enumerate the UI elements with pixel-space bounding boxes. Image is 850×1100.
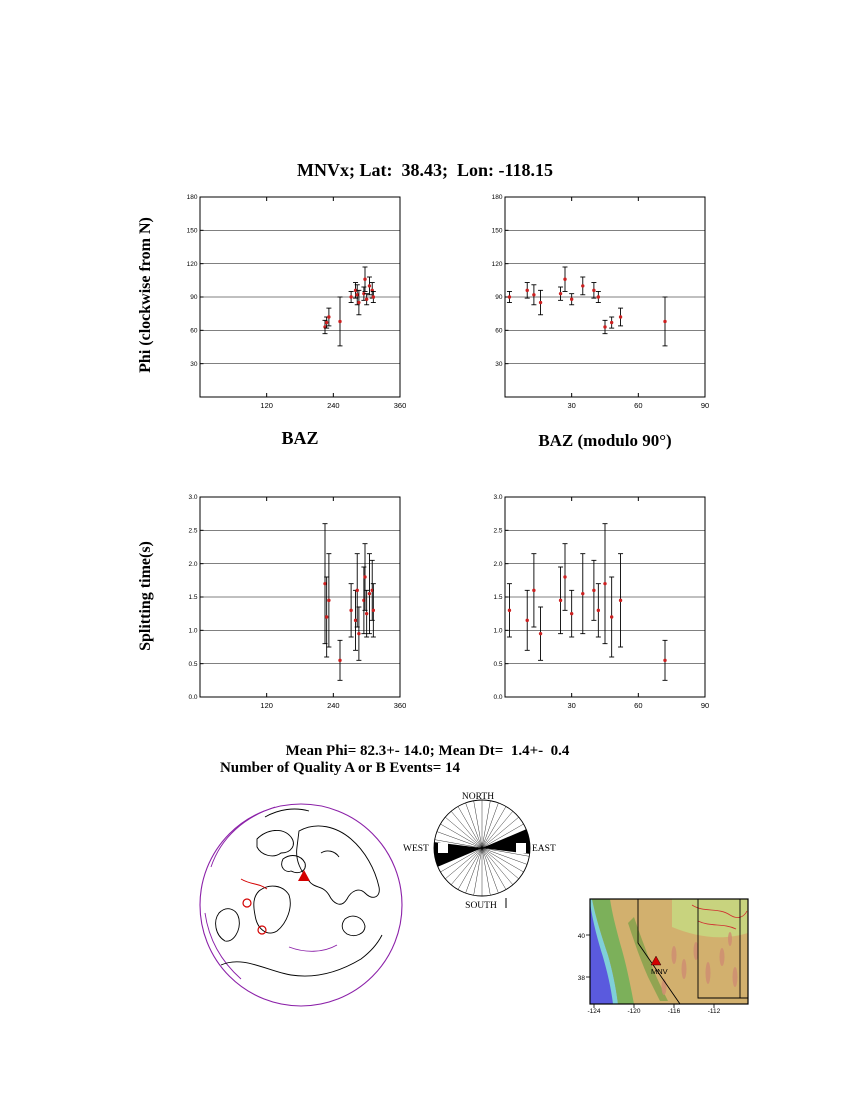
phi-vs-baz-plot: 30 60 90 120 150 180 120 240 360 — [187, 194, 407, 410]
rose-east-label: EAST — [532, 844, 556, 854]
map-border — [589, 898, 749, 1005]
event-marker-icon — [257, 925, 267, 935]
rose-petals — [434, 800, 530, 896]
rose-circle — [433, 799, 531, 897]
svg-text:240: 240 — [327, 701, 340, 710]
event-count-text: Number of Quality A or B Events= 14 — [219, 760, 461, 776]
svg-text:120: 120 — [492, 261, 503, 268]
svg-text:1.0: 1.0 — [188, 628, 197, 635]
map-lat-tick: 38 — [578, 975, 586, 982]
rose-west-notch — [438, 843, 448, 853]
rose-west-label: WEST — [403, 844, 429, 854]
map-lon-tick: -120 — [627, 1008, 640, 1015]
svg-text:3.0: 3.0 — [493, 494, 502, 501]
svg-text:60: 60 — [190, 328, 198, 335]
svg-text:3.0: 3.0 — [188, 494, 197, 501]
svg-text:0.0: 0.0 — [188, 694, 197, 701]
globe-rim — [199, 803, 403, 1007]
phi-axis-label: Phi (clockwise from N) — [137, 217, 154, 373]
map-ticks — [586, 934, 715, 1008]
map-lon-tick: -112 — [708, 1008, 721, 1015]
map-lon-tick: -116 — [668, 1008, 681, 1015]
svg-text:1.5: 1.5 — [493, 594, 502, 601]
coastal-range — [592, 899, 634, 1004]
rose-north-label: NORTH — [462, 792, 494, 802]
highland-contours — [691, 904, 748, 930]
svg-text:240: 240 — [327, 401, 340, 410]
svg-text:120: 120 — [260, 701, 273, 710]
svg-text:90: 90 — [701, 701, 709, 710]
svg-text:60: 60 — [495, 328, 503, 335]
station-name-label: MNV — [651, 967, 668, 976]
state-borders — [637, 899, 748, 1005]
rose-diagram: NORTH EAST SOUTH WEST — [403, 792, 556, 911]
svg-text:0.5: 0.5 — [188, 661, 197, 668]
svg-text:30: 30 — [567, 701, 575, 710]
svg-text:360: 360 — [394, 401, 407, 410]
station-triangle-icon — [298, 870, 310, 881]
svg-text:120: 120 — [260, 401, 273, 410]
map-lat-tick: 40 — [578, 933, 586, 940]
globe-map — [199, 803, 403, 1007]
svg-text:120: 120 — [187, 261, 198, 268]
svg-text:90: 90 — [701, 401, 709, 410]
continent-outlines — [215, 808, 383, 977]
svg-text:0.5: 0.5 — [493, 661, 502, 668]
svg-text:90: 90 — [495, 294, 503, 301]
svg-text:90: 90 — [190, 294, 198, 301]
coastal-water — [590, 899, 618, 1004]
highlighted-boundary — [240, 878, 268, 890]
svg-text:0.0: 0.0 — [493, 694, 502, 701]
svg-text:2.0: 2.0 — [188, 561, 197, 568]
northern-basin — [672, 899, 748, 938]
splitting-time-axis-label: Splitting time(s) — [137, 541, 154, 651]
station-map: MNV 40 38 -124 -120 -116 -112 — [578, 898, 749, 1015]
rose-east-notch — [516, 843, 526, 853]
svg-text:360: 360 — [394, 701, 407, 710]
plate-boundaries — [204, 806, 338, 980]
baz-axis-label: BAZ — [281, 428, 319, 448]
svg-text:180: 180 — [187, 194, 198, 201]
station-triangle-icon — [650, 955, 662, 966]
svg-text:2.0: 2.0 — [493, 561, 502, 568]
svg-text:2.5: 2.5 — [188, 528, 197, 535]
svg-text:150: 150 — [187, 228, 198, 235]
svg-text:30: 30 — [190, 361, 198, 368]
svg-text:60: 60 — [634, 701, 642, 710]
svg-text:1.5: 1.5 — [188, 594, 197, 601]
dt-vs-baz-mod90-plot: 0.0 0.5 1.0 1.5 2.0 2.5 3.0 30 60 90 — [493, 494, 709, 710]
map-lon-tick: -124 — [587, 1008, 600, 1015]
svg-text:180: 180 — [492, 194, 503, 201]
svg-text:60: 60 — [634, 401, 642, 410]
rose-south-label: SOUTH — [465, 901, 497, 911]
baz-mod90-axis-label: BAZ (modulo 90°) — [538, 431, 672, 450]
event-marker-icon — [242, 898, 252, 908]
svg-text:2.5: 2.5 — [493, 528, 502, 535]
mean-statistics-text: Mean Phi= 82.3+- 14.0; Mean Dt= 1.4+- 0.… — [285, 743, 570, 759]
svg-text:30: 30 — [567, 401, 575, 410]
svg-text:30: 30 — [495, 361, 503, 368]
svg-text:1.0: 1.0 — [493, 628, 502, 635]
figure-title: MNVx; Lat: 38.43; Lon: -118.15 — [297, 160, 553, 180]
phi-vs-baz-mod90-plot: 30 60 90 120 150 180 30 60 90 — [492, 194, 710, 410]
dt-vs-baz-plot: 0.0 0.5 1.0 1.5 2.0 2.5 3.0 120 240 360 — [188, 494, 407, 710]
svg-text:150: 150 — [492, 228, 503, 235]
